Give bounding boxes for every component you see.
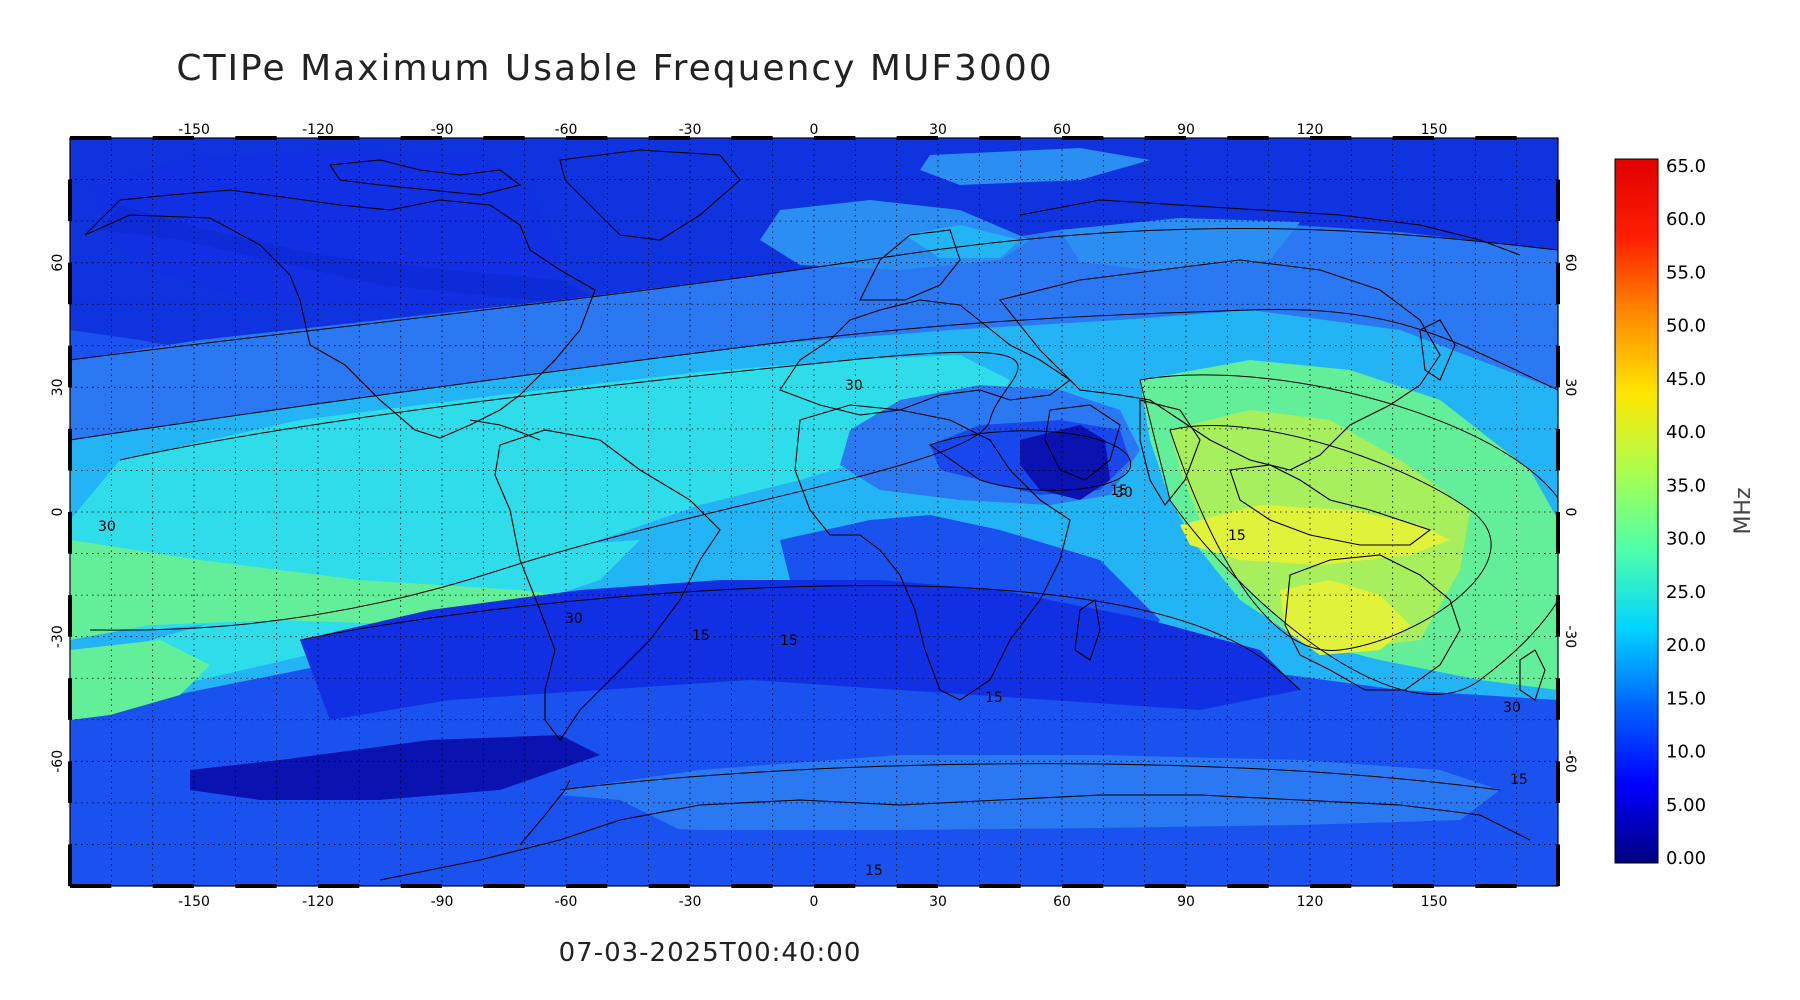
- contour-label: 15: [865, 863, 883, 879]
- frame-ticks: [68, 136, 1560, 888]
- chart-title: CTIPe Maximum Usable Frequency MUF3000: [176, 48, 1054, 89]
- lon-tick-label: -30: [679, 894, 702, 910]
- colorbar-tick-label: 60.0: [1666, 209, 1706, 230]
- colorbar-unit-label: MHz: [1731, 487, 1756, 534]
- lon-tick-label: -120: [302, 122, 334, 138]
- lon-tick-label: 30: [929, 122, 947, 138]
- top-longitude-ticks: -150 -120 -90 -60 -30 0 30 60 90 120 150: [178, 122, 1447, 138]
- colorbar: 65.0 60.0 55.0 50.0 45.0 40.0 35.0 30.0 25.0 20.0…: [1614, 156, 1756, 869]
- colorbar-tick-label: 65.0: [1666, 156, 1706, 177]
- lon-tick-label: 0: [810, 894, 819, 910]
- coast-indonesia: [1229, 464, 1432, 546]
- colorbar-tick-label: 25.0: [1666, 582, 1706, 603]
- lat-tick-label: -30: [1562, 625, 1578, 648]
- coast-madagascar: [1074, 599, 1101, 661]
- lat-tick-label: -60: [50, 750, 66, 773]
- contour-lines: [70, 227, 1558, 791]
- lon-tick-label: -150: [178, 122, 210, 138]
- coast-greenland: [559, 149, 741, 241]
- coastlines: [84, 149, 1546, 881]
- colorbar-tick-label: 15.0: [1666, 688, 1706, 709]
- coast-arabia: [1044, 404, 1121, 481]
- coast-australia: [1284, 554, 1461, 691]
- colorbar-tick-label: 35.0: [1666, 475, 1706, 496]
- coast-new-zealand: [1519, 649, 1546, 701]
- right-latitude-ticks: 60 30 0 -30 -60: [1562, 254, 1578, 773]
- colorbar-tick-label: 20.0: [1666, 635, 1706, 656]
- band-arctic-20: [920, 148, 1150, 185]
- lon-tick-label: 0: [810, 122, 819, 138]
- colorbar-tick-label: 10.0: [1666, 742, 1706, 763]
- colorbar-tick-label: 30.0: [1666, 529, 1706, 550]
- coast-scandinavia: [859, 229, 961, 301]
- coast-japan: [1419, 319, 1456, 381]
- lon-tick-label: 90: [1177, 894, 1195, 910]
- band-south-pacific-30b: [70, 640, 210, 720]
- contour-label: 30: [1503, 700, 1521, 716]
- timestamp-label: 07-03-2025T00:40:00: [558, 938, 862, 968]
- band-australia-40: [1280, 580, 1410, 655]
- colorbar-tick-label: 45.0: [1666, 369, 1706, 390]
- coast-africa: [794, 404, 1071, 701]
- lon-tick-label: 90: [1177, 122, 1195, 138]
- lon-tick-label: -90: [431, 894, 454, 910]
- lat-tick-label: 60: [1562, 254, 1578, 272]
- contour-label: 15: [1510, 772, 1528, 788]
- lat-tick-label: -30: [50, 625, 66, 648]
- colorbar-tick-label: 5.00: [1666, 795, 1706, 816]
- contour-label: 30: [845, 378, 863, 394]
- contour-label: 15: [985, 690, 1003, 706]
- band-atlantic-25-30: [70, 355, 1010, 630]
- lat-tick-label: -60: [1562, 750, 1578, 773]
- lat-tick-label: 0: [50, 508, 66, 517]
- band-antarctic-15: [380, 790, 700, 865]
- coast-india: [1139, 399, 1201, 506]
- contour-labels: 30 30 30 30 15 15 15 15 15 15 15 30: [98, 378, 1528, 879]
- contour-label: 15: [780, 633, 798, 649]
- band-south-ocean-5: [190, 735, 600, 800]
- left-latitude-ticks: 60 30 0 -30 -60: [50, 254, 66, 773]
- lon-tick-label: 60: [1053, 122, 1071, 138]
- dotted-grid: [70, 138, 1558, 886]
- band-siberia-20: [1060, 218, 1300, 270]
- colorbar-tick-label: 0.00: [1666, 848, 1706, 869]
- lat-tick-label: 30: [1562, 378, 1578, 396]
- colorbar-tick-label: 40.0: [1666, 422, 1706, 443]
- lon-tick-label: -60: [555, 122, 578, 138]
- coast-canadian-islands: [329, 159, 522, 196]
- lon-tick-label: 120: [1297, 894, 1324, 910]
- lon-tick-label: -120: [302, 894, 334, 910]
- bottom-longitude-ticks: -150 -120 -90 -60 -30 0 30 60 90 120 150: [178, 894, 1447, 910]
- lon-tick-label: -150: [178, 894, 210, 910]
- lon-tick-label: -90: [431, 122, 454, 138]
- coast-north-america: [84, 189, 596, 439]
- lon-tick-label: -30: [679, 122, 702, 138]
- band-north-pacific-low: [100, 205, 600, 300]
- lon-tick-label: 30: [929, 894, 947, 910]
- lon-tick-label: 150: [1421, 894, 1448, 910]
- contour-label: 30: [98, 519, 116, 535]
- colorbar-tick-label: 50.0: [1666, 316, 1706, 337]
- band-antarctic-20: [560, 755, 1500, 830]
- band-south-ocean-10: [300, 580, 1300, 720]
- contour-label: 30: [565, 611, 583, 627]
- colorbar-tick-label: 55.0: [1666, 262, 1706, 283]
- lat-tick-label: 60: [50, 254, 66, 272]
- lat-tick-label: 30: [50, 378, 66, 396]
- contour-label: 30: [1115, 485, 1133, 501]
- contour-label: 15: [692, 628, 710, 644]
- coast-asia: [999, 259, 1441, 471]
- lon-tick-label: -60: [555, 894, 578, 910]
- lon-tick-label: 60: [1053, 894, 1071, 910]
- lat-tick-label: 0: [1562, 508, 1578, 517]
- band-indonesia-40: [1180, 505, 1450, 565]
- band-asia-dip-5: [1020, 425, 1110, 500]
- lon-tick-label: 120: [1297, 122, 1324, 138]
- contour-label: 15: [1228, 528, 1246, 544]
- lon-tick-label: 150: [1421, 122, 1448, 138]
- colorbar-gradient: [1614, 158, 1659, 864]
- coast-siberia-north: [1019, 199, 1521, 256]
- contour-label: 15: [1110, 483, 1128, 499]
